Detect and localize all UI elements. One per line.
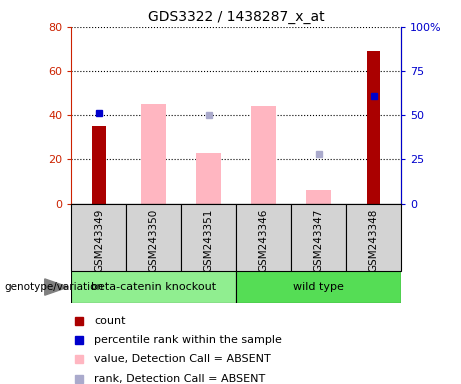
Text: GSM243350: GSM243350 xyxy=(149,209,159,272)
Text: GSM243348: GSM243348 xyxy=(369,209,378,272)
Bar xyxy=(92,126,106,204)
Text: GSM243351: GSM243351 xyxy=(204,209,214,272)
Bar xyxy=(306,190,331,204)
Text: value, Detection Call = ABSENT: value, Detection Call = ABSENT xyxy=(94,354,271,364)
Text: count: count xyxy=(94,316,126,326)
Bar xyxy=(196,153,221,204)
Text: GSM243346: GSM243346 xyxy=(259,209,269,272)
Title: GDS3322 / 1438287_x_at: GDS3322 / 1438287_x_at xyxy=(148,10,325,25)
Text: percentile rank within the sample: percentile rank within the sample xyxy=(94,335,282,345)
Text: genotype/variation: genotype/variation xyxy=(5,282,104,292)
Bar xyxy=(142,104,166,204)
Bar xyxy=(291,204,346,271)
Bar xyxy=(251,106,276,204)
Bar xyxy=(71,204,126,271)
Bar xyxy=(236,204,291,271)
Bar xyxy=(346,204,401,271)
Bar xyxy=(181,204,236,271)
Bar xyxy=(126,204,181,271)
Text: GSM243347: GSM243347 xyxy=(313,209,324,272)
Bar xyxy=(71,271,236,303)
Text: beta-catenin knockout: beta-catenin knockout xyxy=(91,282,216,292)
Text: GSM243349: GSM243349 xyxy=(94,209,104,272)
Bar xyxy=(236,271,401,303)
Text: rank, Detection Call = ABSENT: rank, Detection Call = ABSENT xyxy=(94,374,266,384)
Text: wild type: wild type xyxy=(293,282,344,292)
Polygon shape xyxy=(45,279,68,295)
Bar xyxy=(367,51,380,204)
